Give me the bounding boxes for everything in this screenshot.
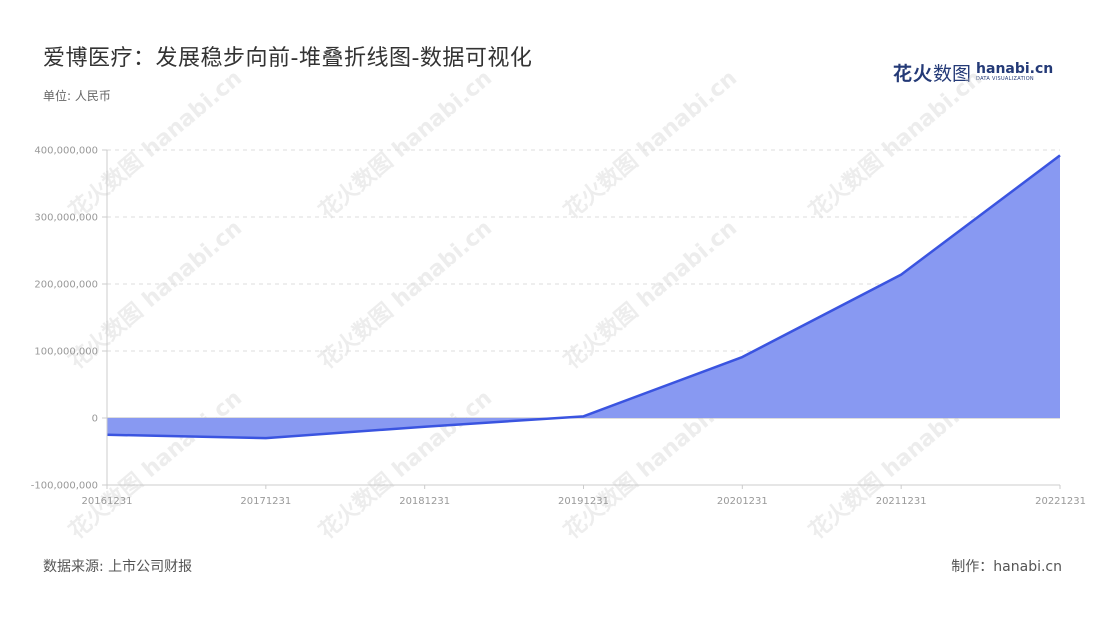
- y-tick-label: -100,000,000: [31, 481, 98, 492]
- label-layer: 400,000,000 300,000,000 200,000,000 100,000…: [31, 146, 1086, 508]
- brand-name-bold: 花火: [893, 62, 934, 85]
- brand-domain: hanabi.cn: [976, 61, 1054, 77]
- credit-label: 制作：hanabi.cn: [951, 559, 1062, 575]
- chart-title: 爱博医疗：发展稳步向前-堆叠折线图-数据可视化: [43, 46, 533, 71]
- y-tick-label: 300,000,000: [34, 213, 98, 224]
- x-tick-label: 20161231: [82, 496, 133, 507]
- x-tick-label: 20211231: [876, 496, 927, 507]
- watermark-text: 花火数图 hanabi.cn: [314, 385, 497, 544]
- x-tick-label: 20221231: [1035, 496, 1086, 507]
- x-tick-label: 20201231: [717, 496, 768, 507]
- x-tick-label: 20181231: [399, 496, 450, 507]
- watermark-text: 花火数图 hanabi.cn: [314, 215, 497, 374]
- y-tick-label: 200,000,000: [34, 280, 98, 291]
- brand-tagline: DATA VISUALIZATION: [976, 76, 1034, 82]
- data-source: 数据来源: 上市公司财报: [43, 559, 193, 575]
- y-tick-label: 100,000,000: [34, 347, 98, 358]
- y-tick-label: 400,000,000: [34, 146, 98, 157]
- watermark-text: 花火数图 hanabi.cn: [64, 385, 247, 544]
- unit-label: 单位: 人民币: [43, 89, 111, 103]
- series-area: [107, 155, 1060, 439]
- x-tick-label: 20171231: [240, 496, 291, 507]
- watermark-text: 花火数图 hanabi.cn: [804, 65, 987, 224]
- y-tick-label: 0: [92, 414, 98, 425]
- x-tick-label: 20191231: [558, 496, 609, 507]
- axis-layer: [106, 150, 1061, 489]
- watermark-text: 花火数图 hanabi.cn: [314, 65, 497, 224]
- brand-name-light: 数图: [933, 62, 972, 85]
- watermark-text: 花火数图 hanabi.cn: [559, 65, 742, 224]
- watermark-text: 花火数图 hanabi.cn: [559, 215, 742, 374]
- brand-en-block: hanabi.cn DATA VISUALIZATION: [976, 62, 1053, 82]
- brand-logo: 花火 数图 hanabi.cn DATA VISUALIZATION: [893, 58, 1053, 86]
